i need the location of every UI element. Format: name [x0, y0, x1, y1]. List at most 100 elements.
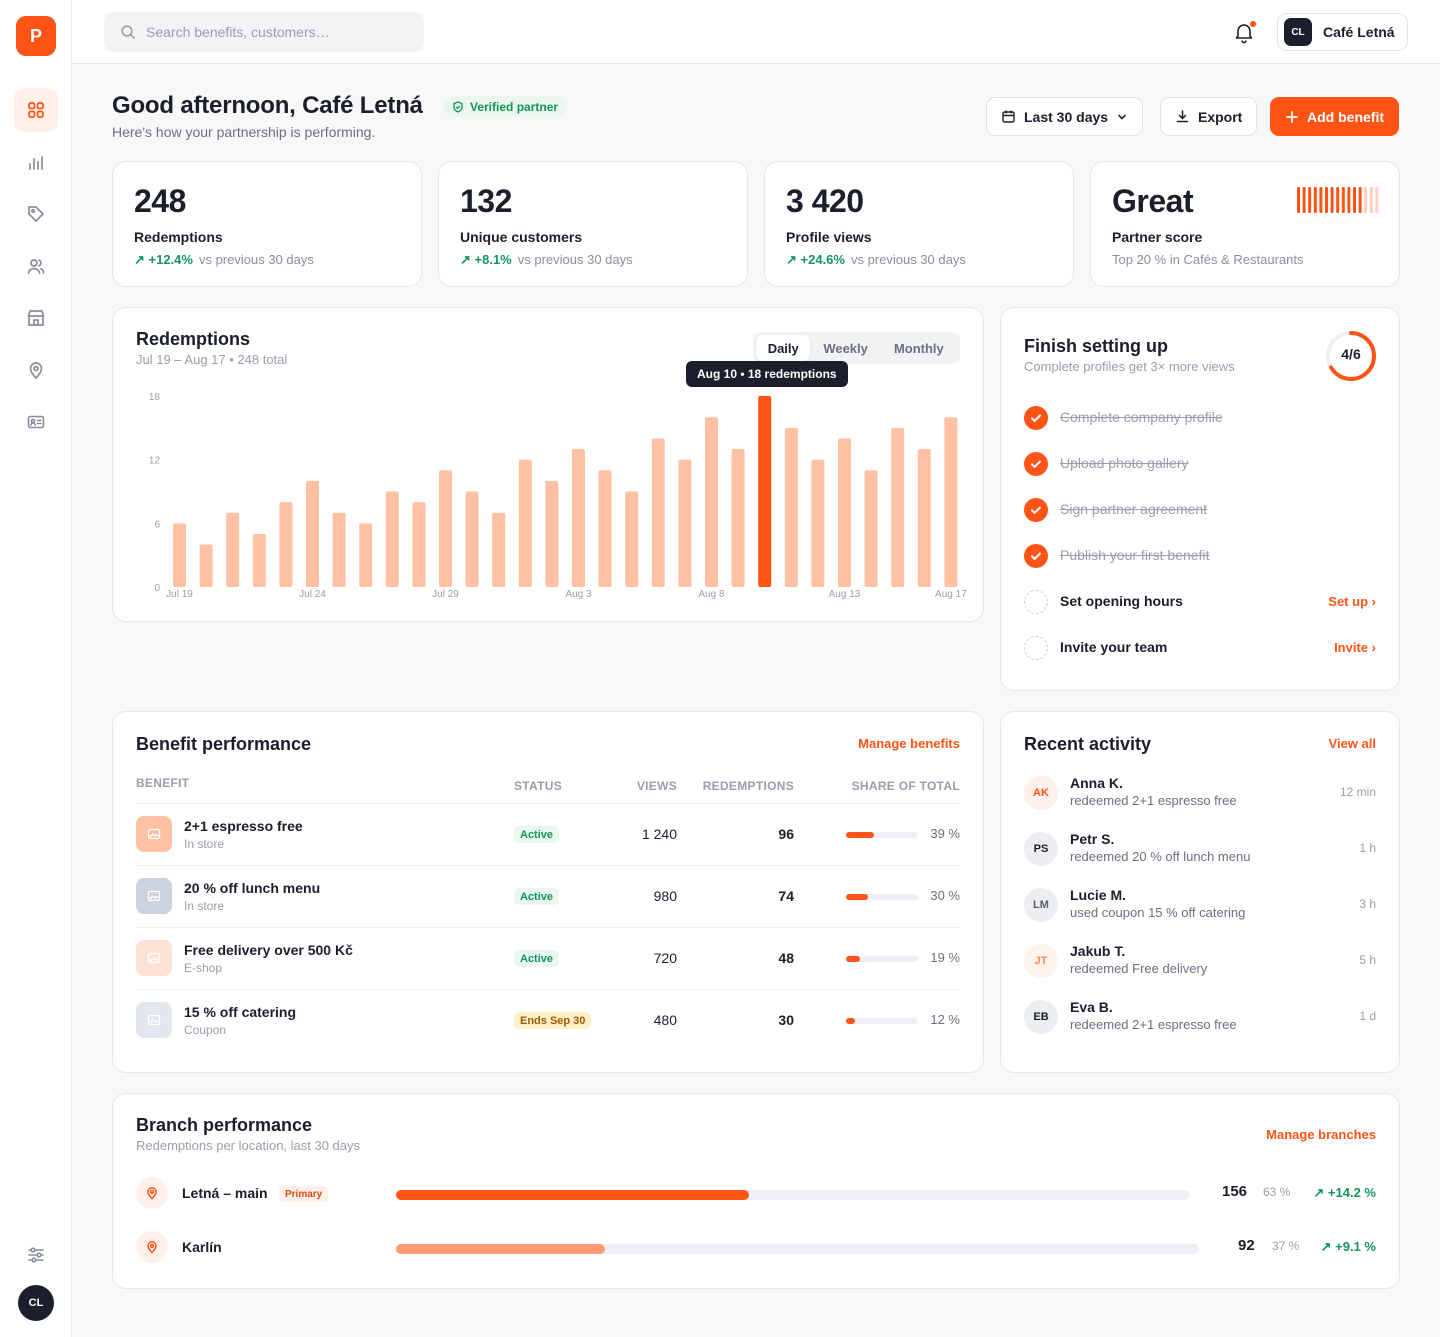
column-header: BENEFIT [136, 776, 190, 790]
image-placeholder-icon [136, 816, 172, 852]
score-meter-bar [1313, 187, 1317, 213]
manage-benefits-link[interactable]: Manage benefits [858, 736, 960, 751]
activity-description: redeemed Free delivery [1070, 961, 1208, 976]
table-row[interactable]: 2+1 espresso free In store Active 1 240 … [136, 803, 960, 865]
chart-bar [465, 491, 479, 587]
x-tick-label: Aug 13 [829, 589, 861, 600]
branch-name: Karlín [182, 1239, 222, 1255]
set-up-hours-link[interactable]: Set up › [1328, 594, 1376, 609]
table-row[interactable]: Free delivery over 500 Kč E-shop Active … [136, 927, 960, 989]
export-button[interactable]: Export [1160, 97, 1258, 136]
account-name: Café Letná [1323, 24, 1395, 40]
table-row[interactable]: 15 % off catering Coupon Ends Sep 30 480… [136, 989, 960, 1051]
bar-chart-icon [29, 156, 43, 170]
score-meter-bar [1308, 187, 1312, 213]
chart-bar [651, 438, 665, 587]
x-tick-label: Aug 8 [698, 589, 725, 600]
activity-item[interactable]: PS Petr S. redeemed 20 % off lunch menu … [1024, 831, 1376, 888]
chart-bar [864, 470, 878, 587]
column-header: REDEMPTIONS [702, 779, 794, 793]
activity-item[interactable]: AK Anna K. redeemed 2+1 espresso free 12… [1024, 775, 1376, 832]
chart-bar [439, 470, 452, 587]
sidebar-item-benefits[interactable] [14, 192, 58, 236]
sidebar-item-analytics[interactable] [14, 141, 58, 185]
shield-check-icon [453, 100, 463, 113]
sidebar-item-dashboard[interactable] [14, 88, 58, 132]
branch-row[interactable]: Letná – main Primary 156 63 % ↗ +14.2 % [136, 1177, 1376, 1211]
score-meter-bar [1369, 187, 1373, 213]
stat-card-customers: 132 Unique customers ↗ +8.1% vs previous … [438, 161, 748, 287]
avatar: PS [1024, 832, 1058, 866]
activity-item[interactable]: JT Jakub T. redeemed Free delivery 5 h [1024, 943, 1376, 1000]
image-placeholder-icon [136, 878, 172, 914]
views-value: 1 240 [641, 826, 677, 842]
search-box[interactable] [104, 12, 424, 52]
view-all-link[interactable]: View all [1328, 736, 1376, 751]
tab-monthly[interactable]: Monthly [893, 340, 944, 356]
y-tick-label: 18 [149, 392, 161, 403]
bell-icon[interactable] [1232, 20, 1256, 44]
users-icon [27, 259, 45, 274]
activity-item[interactable]: LM Lucie M. used coupon 15 % off caterin… [1024, 887, 1376, 944]
score-label: Partner score [1112, 229, 1203, 245]
setup-subtitle: Complete profiles get 3× more views [1024, 359, 1235, 374]
section-title: Benefit performance [136, 734, 312, 754]
benefit-name: 15 % off catering [184, 1004, 297, 1020]
add-benefit-button[interactable]: Add benefit [1270, 97, 1399, 136]
views-value: 720 [653, 950, 677, 966]
search-icon [121, 25, 135, 39]
chart-bar [332, 512, 346, 587]
sidebar-item-locations[interactable] [14, 348, 58, 392]
chart-bar [731, 449, 745, 587]
chart-title: Redemptions [136, 329, 251, 349]
account-switcher[interactable]: CL Café Letná [1277, 13, 1408, 51]
sidebar-item-settings[interactable] [14, 1233, 58, 1277]
image-placeholder-icon [136, 1002, 172, 1038]
tab-daily[interactable]: Daily [756, 335, 811, 361]
search-input[interactable] [146, 24, 406, 40]
table-row[interactable]: 20 % off lunch menu In store Active 980 … [136, 865, 960, 927]
branch-bar [396, 1244, 1199, 1254]
activity-name: Jakub T. [1070, 943, 1126, 959]
chart-bar [917, 449, 931, 587]
chart-bar [784, 427, 798, 587]
chart-bar [705, 417, 718, 587]
score-meter [1297, 187, 1379, 213]
redemptions-bar-chart: 0 6 12 18 Jul 19 Jul 24 Jul 29 Aug 3 Aug 8 Aug 13… [149, 392, 967, 600]
y-tick-label: 0 [154, 583, 160, 594]
x-tick-label: Aug 17 [935, 589, 967, 600]
chart-bar [199, 544, 213, 587]
sidebar-item-customers[interactable] [14, 244, 58, 288]
branch-percent: 63 % [1263, 1185, 1291, 1199]
app-logo[interactable]: P [16, 16, 56, 56]
location-pin-icon [136, 1231, 168, 1263]
activity-item[interactable]: EB Eva B. redeemed 2+1 espresso free 1 d [1024, 999, 1376, 1056]
manage-branches-link[interactable]: Manage branches [1266, 1127, 1376, 1142]
score-value: Great [1112, 183, 1194, 219]
trend-up-icon: ↗ +12.4% [134, 252, 193, 267]
benefit-performance-card: Benefit performance Manage benefits BENE… [112, 711, 984, 1073]
benefit-type: In store [184, 899, 225, 913]
share-bar [846, 956, 918, 962]
branch-delta: ↗ +14.2 % [1313, 1185, 1376, 1200]
invite-team-link[interactable]: Invite › [1334, 640, 1376, 655]
verified-badge: Verified partner [443, 96, 568, 117]
user-avatar[interactable]: CL [18, 1285, 54, 1321]
share-bar [846, 1018, 918, 1024]
branch-value: 92 [1238, 1237, 1255, 1254]
benefit-type: E-shop [184, 961, 223, 975]
chart-bar [891, 427, 905, 587]
branch-row[interactable]: Karlín 92 37 % ↗ +9.1 % [136, 1231, 1376, 1265]
tag-icon [28, 206, 44, 222]
stat-card-partner-score: Great Partner score Top 20 % in Cafés & … [1090, 161, 1400, 287]
sidebar-item-branches[interactable] [14, 296, 58, 340]
branch-value: 156 [1222, 1183, 1248, 1200]
benefit-name: 2+1 espresso free [184, 818, 303, 834]
status-badge: Ends Sep 30 [514, 1012, 592, 1029]
sidebar-item-cards[interactable] [14, 400, 58, 444]
chart-bar [306, 480, 319, 587]
tab-weekly[interactable]: Weekly [823, 340, 868, 356]
date-range-select[interactable]: Last 30 days [986, 97, 1144, 136]
check-pending-icon [1024, 590, 1048, 614]
chart-bar [758, 396, 772, 587]
